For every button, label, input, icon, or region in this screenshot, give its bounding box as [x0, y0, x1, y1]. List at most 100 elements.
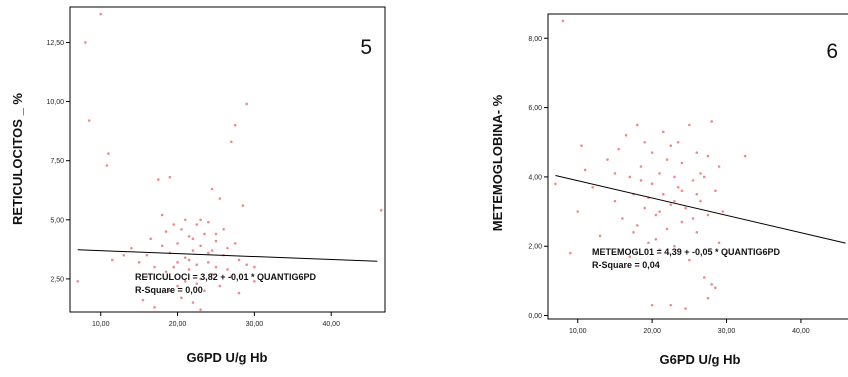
data-point [183, 279, 187, 283]
data-point [195, 282, 199, 285]
regression-equation: METEMOGL01 = 4,39 + -0,05 * QUANTIG6PD [592, 247, 781, 257]
data-point [191, 237, 195, 241]
data-point [669, 303, 673, 307]
data-point [561, 19, 565, 23]
data-point [650, 151, 654, 154]
data-point [233, 123, 237, 127]
data-point [654, 237, 658, 241]
data-point [145, 253, 149, 257]
data-point [87, 119, 91, 122]
data-point [669, 203, 673, 206]
axis-ticks: 10,00 20,00 30,00 40,00 2,50 5,00 7,50 10,00 12,… [46, 40, 340, 328]
data-point [199, 277, 202, 281]
y-tick-label: 5,00 [50, 217, 64, 224]
data-point [168, 289, 172, 293]
data-point [222, 227, 225, 231]
data-point [635, 224, 639, 227]
y-tick-label: 0,00 [528, 313, 542, 320]
data-point [230, 140, 233, 144]
data-point [699, 172, 702, 175]
data-point [688, 258, 691, 262]
data-point [164, 230, 168, 233]
data-point [654, 213, 658, 217]
data-point [149, 237, 152, 241]
data-point [714, 286, 717, 290]
data-point [680, 220, 684, 224]
data-point [665, 158, 669, 161]
data-point [721, 210, 725, 213]
data-point [580, 144, 583, 148]
data-point [153, 265, 156, 269]
data-point [710, 120, 713, 123]
data-point [714, 189, 717, 193]
data-point [628, 175, 632, 179]
data-point [706, 296, 710, 300]
data-point [218, 284, 222, 288]
data-point [695, 231, 699, 234]
data-point [643, 140, 647, 144]
r-square-label: R-Square = 0,00 [135, 285, 203, 295]
data-point [673, 244, 676, 248]
data-point [187, 268, 191, 271]
data-point [160, 213, 164, 217]
data-point [183, 218, 187, 222]
y-tick-label: 6,00 [528, 105, 542, 112]
data-point [172, 223, 176, 226]
data-point [673, 175, 676, 179]
data-point [210, 249, 214, 252]
data-point [206, 251, 210, 255]
data-point [187, 235, 191, 238]
data-point [180, 227, 183, 231]
data-point [245, 102, 249, 106]
regression-line [77, 249, 378, 262]
data-point [168, 175, 172, 179]
data-point [183, 256, 187, 259]
data-point [680, 189, 684, 193]
y-tick-label: 12,50 [46, 40, 64, 47]
data-point [647, 241, 650, 245]
data-point [226, 268, 229, 271]
panel-number: 5 [360, 36, 372, 59]
regression-equation: RETICULOCI = 3,82 + -0,01 * QUANTIG6PD [135, 272, 317, 282]
data-point [688, 123, 691, 127]
data-point [199, 308, 202, 311]
data-point [710, 283, 713, 286]
data-point [122, 253, 126, 257]
data-point [164, 270, 168, 274]
data-point [658, 210, 661, 213]
data-point [176, 261, 179, 264]
data-point [203, 232, 206, 236]
data-point [650, 303, 654, 307]
x-tick-label: 10,00 [92, 321, 110, 328]
data-point [676, 185, 680, 189]
y-axis-title: METEMOGLOBINA- % [490, 94, 505, 231]
data-point [613, 199, 617, 203]
data-point [706, 154, 710, 158]
x-tick-label: 20,00 [643, 328, 661, 335]
data-points [76, 12, 383, 311]
data-point [253, 279, 256, 283]
data-point [639, 165, 643, 168]
data-point [699, 199, 702, 203]
data-point [253, 265, 256, 269]
data-point [717, 165, 721, 168]
data-point [187, 258, 191, 262]
y-tick-label: 2,50 [50, 276, 64, 283]
data-point [606, 158, 609, 161]
data-point [673, 199, 676, 203]
data-point [658, 248, 661, 251]
data-point [632, 231, 635, 234]
data-point [214, 265, 218, 269]
data-point [379, 209, 383, 212]
data-point [107, 152, 110, 155]
data-point [84, 41, 87, 44]
x-tick-label: 40,00 [322, 321, 340, 328]
data-point [145, 275, 149, 278]
y-tick-label: 4,00 [528, 174, 542, 181]
y-tick-label: 10,00 [46, 99, 64, 106]
data-point [680, 161, 684, 165]
data-point [639, 179, 643, 182]
data-point [650, 182, 654, 186]
data-point [691, 217, 695, 220]
x-axis-title: G6PD U/g Hb [660, 352, 741, 367]
